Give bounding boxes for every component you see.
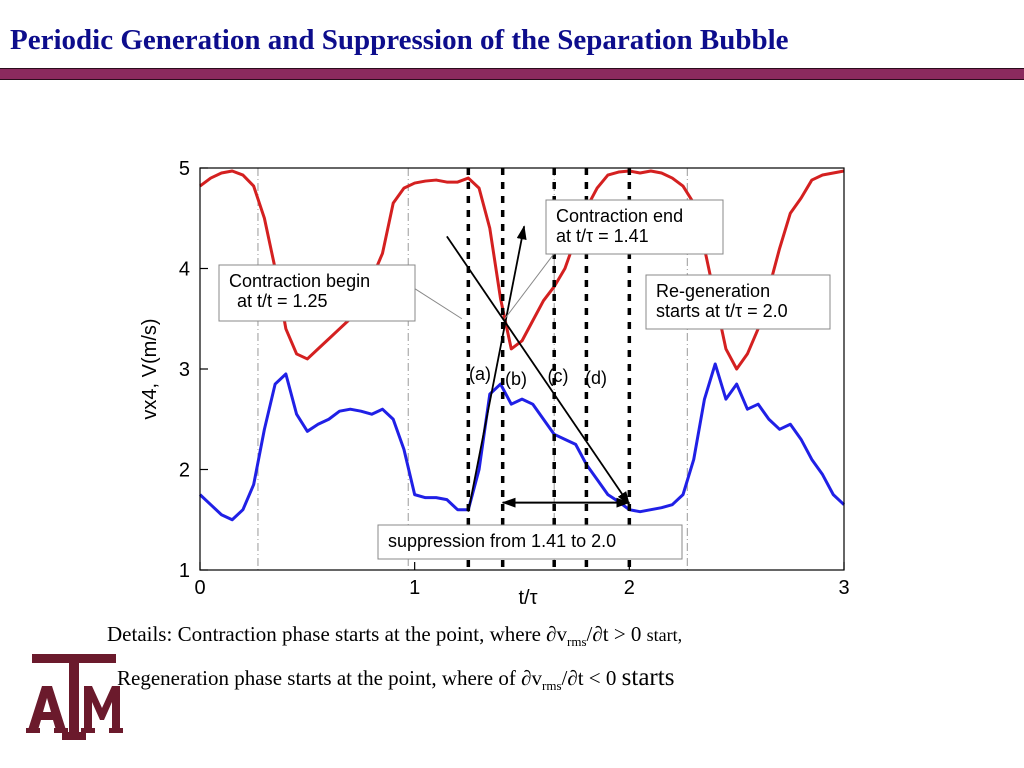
- details-line2-prefix: Regeneration phase starts at the point, …: [117, 666, 522, 690]
- annotation-text-3-0: suppression from 1.41 to 2.0: [388, 531, 616, 551]
- slide-title: Periodic Generation and Suppression of t…: [10, 24, 789, 56]
- details-line1-rest: /∂t > 0: [586, 622, 642, 646]
- details-line-regeneration: Regeneration phase starts at the point, …: [117, 664, 674, 694]
- details-line1-var: ∂v: [546, 622, 568, 646]
- annotation-text-1-1: at t/t = 1.25: [237, 291, 328, 311]
- annotation-box-2: [645, 274, 831, 330]
- y-tick-label-1: 2: [179, 460, 190, 482]
- details-line1-prefix: Details: Contraction phase starts at the…: [107, 622, 547, 646]
- phase-label-2: (c): [548, 366, 569, 386]
- title-divider: [0, 68, 1024, 80]
- details-line1-sub: rms: [567, 634, 587, 650]
- chart-panel: 0 1 2 3 1 2 3 4 5 t/τ vx4, V(m/s) Contraction end at…: [128, 154, 853, 604]
- x-tick-label-0: 0: [194, 577, 205, 599]
- trend-arrow-1: [467, 225, 527, 512]
- series-line-1: [198, 362, 846, 522]
- details-line2-sub: rms: [542, 678, 562, 694]
- annotation-text-0-0: Contraction end: [556, 206, 683, 226]
- annotation-box-0: [545, 199, 724, 255]
- y-tick-label-0: 1: [179, 560, 190, 582]
- series-line-0: [199, 169, 845, 371]
- phase-label-3: (d): [585, 368, 607, 388]
- annotation-pointer-1: [414, 288, 463, 320]
- annotation-text-0-1: at t/τ = 1.41: [556, 226, 649, 246]
- y-tick-label-3: 4: [179, 259, 190, 281]
- y-tick-label-4: 5: [179, 158, 190, 180]
- x-tick-label-2: 2: [624, 577, 635, 599]
- details-line2-end: starts: [621, 664, 675, 691]
- details-line-contraction: Details: Contraction phase starts at the…: [107, 622, 682, 650]
- details-line2-rest: /∂t < 0: [561, 666, 617, 690]
- annotation-box-3: [377, 524, 683, 560]
- university-logo: [26, 654, 123, 740]
- phase-label-1: (b): [505, 369, 527, 389]
- y-tick-label-2: 3: [179, 359, 190, 381]
- trend-arrow-0: [446, 235, 631, 506]
- annotation-text-2-1: starts at t/τ = 2.0: [656, 301, 788, 321]
- x-axis-label: t/τ: [518, 587, 537, 604]
- x-tick-label-1: 1: [409, 577, 420, 599]
- y-axis-label: vx4, V(m/s): [139, 318, 161, 419]
- annotation-box-1: [218, 264, 416, 322]
- details-line1-end: start,: [646, 625, 683, 645]
- details-line2-var: ∂v: [521, 666, 543, 690]
- annotation-text-2-0: Re-generation: [656, 281, 770, 301]
- annotation-pointer-0: [504, 253, 555, 320]
- annotation-text-1-0: Contraction begin: [229, 271, 370, 291]
- x-tick-label-3: 3: [838, 577, 849, 599]
- phase-label-0: (a): [469, 364, 491, 384]
